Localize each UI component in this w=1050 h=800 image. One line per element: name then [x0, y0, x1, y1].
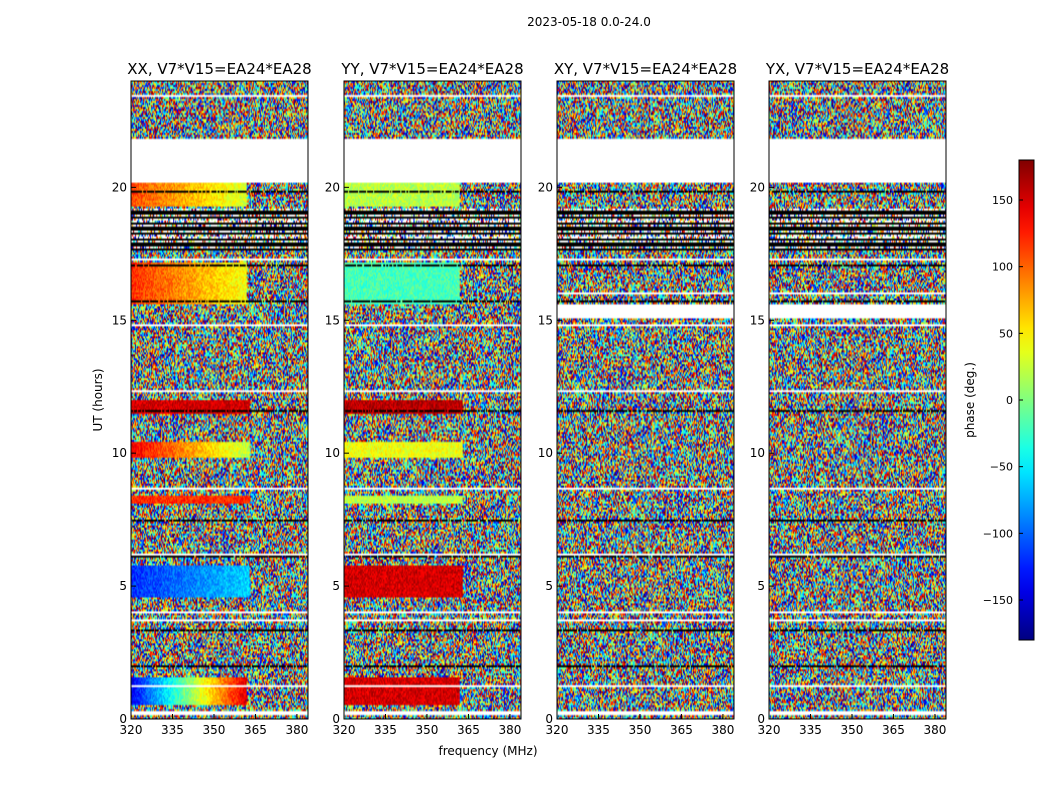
y-tick-label: 0 — [332, 712, 340, 726]
y-tick-label: 15 — [750, 313, 765, 327]
panel-yx: YX, V7*V15=EA24*EA28 320 335 350 365 380 0 5 10 1… — [750, 60, 949, 737]
x-tick-label: 350 — [416, 723, 439, 737]
y-tick-label: 0 — [757, 712, 765, 726]
x-tick-label: 380 — [923, 723, 946, 737]
x-tick-label: 365 — [457, 723, 480, 737]
y-tick-label: 20 — [750, 180, 765, 194]
x-tick-label: 365 — [244, 723, 267, 737]
colorbar-tick-label: −100 — [983, 527, 1013, 540]
y-tick-label: 5 — [332, 579, 340, 593]
y-tick-label: 5 — [545, 579, 553, 593]
colorbar-tick-label: −150 — [983, 594, 1013, 607]
colorbar-tick-label: 150 — [992, 194, 1013, 207]
y-tick-label: 0 — [119, 712, 127, 726]
heatmap-cells — [769, 81, 946, 719]
panel-title: YY, V7*V15=EA24*EA28 — [340, 60, 523, 78]
y-tick-label: 10 — [325, 446, 340, 460]
y-tick-label: 10 — [112, 446, 127, 460]
x-tick-label: 335 — [587, 723, 610, 737]
colorbar-label: phase (deg.) — [963, 362, 977, 438]
panel-frame — [130, 80, 309, 720]
heatmap-cells — [344, 81, 521, 719]
x-tick-label: 335 — [374, 723, 397, 737]
y-tick-label: 10 — [750, 446, 765, 460]
x-tick-label: 380 — [498, 723, 521, 737]
panel-xx: XX, V7*V15=EA24*EA28 320 335 350 365 380 0 5 10 1… — [112, 60, 312, 737]
x-tick-label: 350 — [203, 723, 226, 737]
y-tick-label: 20 — [112, 180, 127, 194]
colorbar-tick-label: −50 — [990, 461, 1013, 474]
x-tick-label: 350 — [841, 723, 864, 737]
colorbar-tick-label: 100 — [992, 261, 1013, 274]
x-tick-label: 335 — [799, 723, 822, 737]
heatmap-cells — [557, 81, 734, 719]
x-tick-label: 350 — [629, 723, 652, 737]
x-tick-label: 320 — [120, 723, 143, 737]
y-axis-label: UT (hours) — [91, 368, 105, 431]
x-axis-label: frequency (MHz) — [438, 744, 537, 758]
heatmap-cells — [131, 81, 308, 719]
y-tick-label: 0 — [545, 712, 553, 726]
panel-frame — [556, 80, 735, 720]
x-tick-label: 320 — [546, 723, 569, 737]
panels: XX, V7*V15=EA24*EA28 320 335 350 365 380 0 5 10 1… — [112, 60, 949, 737]
x-tick-label: 335 — [161, 723, 184, 737]
x-tick-label: 320 — [333, 723, 356, 737]
y-tick-label: 5 — [757, 579, 765, 593]
y-tick-label: 15 — [325, 313, 340, 327]
panel-xy: XY, V7*V15=EA24*EA28 320 335 350 365 380 0 5 10 1… — [538, 60, 737, 737]
y-tick-label: 20 — [538, 180, 553, 194]
x-tick-label: 380 — [285, 723, 308, 737]
x-tick-label: 380 — [711, 723, 734, 737]
colorbar: 150 100 50 0 −50 −100 −150 — [983, 159, 1035, 641]
y-tick-label: 15 — [538, 313, 553, 327]
panel-frame — [343, 80, 522, 720]
y-tick-label: 10 — [538, 446, 553, 460]
figure-title: 2023-05-18 0.0-24.0 — [527, 15, 651, 29]
x-tick-label: 365 — [670, 723, 693, 737]
panel-yy: YY, V7*V15=EA24*EA28 320 335 350 365 380 0 5 10 1… — [325, 60, 524, 737]
x-tick-label: 320 — [758, 723, 781, 737]
y-tick-label: 15 — [112, 313, 127, 327]
y-tick-label: 20 — [325, 180, 340, 194]
panel-frame — [768, 80, 947, 720]
x-tick-label: 365 — [882, 723, 905, 737]
panel-title: YX, V7*V15=EA24*EA28 — [765, 60, 949, 78]
y-tick-label: 5 — [119, 579, 127, 593]
panel-title: XX, V7*V15=EA24*EA28 — [127, 60, 311, 78]
colorbar-tick-label: 50 — [999, 327, 1013, 340]
colorbar-tick-label: 0 — [1006, 394, 1013, 407]
panel-title: XY, V7*V15=EA24*EA28 — [554, 60, 737, 78]
